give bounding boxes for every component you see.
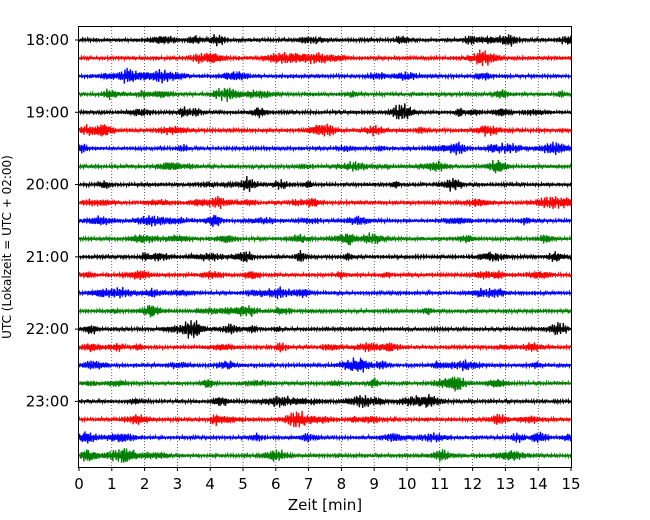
- x-tick-label: 7: [304, 475, 314, 493]
- x-tick-label: 1: [107, 475, 117, 493]
- y-tick-label: 21:00: [26, 248, 69, 266]
- x-tick-label: 6: [271, 475, 281, 493]
- x-tick-label: 11: [430, 475, 449, 493]
- trace-line: [78, 342, 572, 353]
- trace-line: [78, 176, 572, 193]
- trace-line: [78, 214, 572, 228]
- y-tick-label: 20:00: [26, 176, 69, 194]
- y-tick-label: 23:00: [26, 392, 69, 410]
- trace-line: [78, 49, 572, 67]
- seismic-traces: [78, 34, 572, 463]
- trace-line: [78, 357, 572, 373]
- x-tick-label: 5: [238, 475, 248, 493]
- trace-line: [78, 448, 572, 463]
- x-tick-label: 9: [369, 475, 379, 493]
- plot-frame: [78, 26, 572, 468]
- trace-line: [78, 87, 572, 102]
- x-tick-label: 12: [463, 475, 482, 493]
- trace-line: [78, 431, 572, 444]
- x-tick-label: 3: [173, 475, 183, 493]
- x-tick-label: 10: [397, 475, 416, 493]
- trace-line: [78, 159, 572, 174]
- y-axis-title: UTC (Lokalzeit = UTC + 02:00): [0, 155, 14, 339]
- y-axis: 18:00 19:00 20:00 21:00 22:00 23:00: [26, 31, 79, 410]
- x-tick-label: 4: [205, 475, 215, 493]
- x-axis-title: Zeit [min]: [288, 496, 362, 514]
- y-tick-label: 22:00: [26, 320, 69, 338]
- trace-line: [78, 250, 572, 263]
- x-tick-label: 14: [529, 475, 548, 493]
- trace-line: [78, 232, 572, 246]
- trace-line: [78, 67, 572, 84]
- x-tick-label: 2: [140, 475, 150, 493]
- trace-line: [78, 195, 572, 209]
- x-tick-label: 0: [74, 475, 84, 493]
- trace-line: [78, 304, 572, 318]
- y-tick-label: 18:00: [26, 31, 69, 49]
- trace-line: [78, 376, 572, 392]
- trace-line: [78, 320, 572, 339]
- trace-line: [78, 103, 572, 120]
- trace-line: [78, 270, 572, 280]
- grid-lines: [111, 27, 539, 467]
- trace-line: [78, 410, 572, 428]
- x-tick-label: 15: [561, 475, 580, 493]
- x-tick-label: 13: [496, 475, 515, 493]
- y-tick-label: 19:00: [26, 103, 69, 121]
- trace-line: [78, 286, 572, 300]
- trace-line: [78, 34, 572, 47]
- x-tick-label: 8: [337, 475, 347, 493]
- trace-line: [78, 393, 572, 409]
- x-axis: 0 1 2 3 4 5 6 7 8 9 10 11 12 13 14 15: [74, 467, 581, 493]
- trace-line: [78, 141, 572, 156]
- trace-line: [78, 123, 572, 137]
